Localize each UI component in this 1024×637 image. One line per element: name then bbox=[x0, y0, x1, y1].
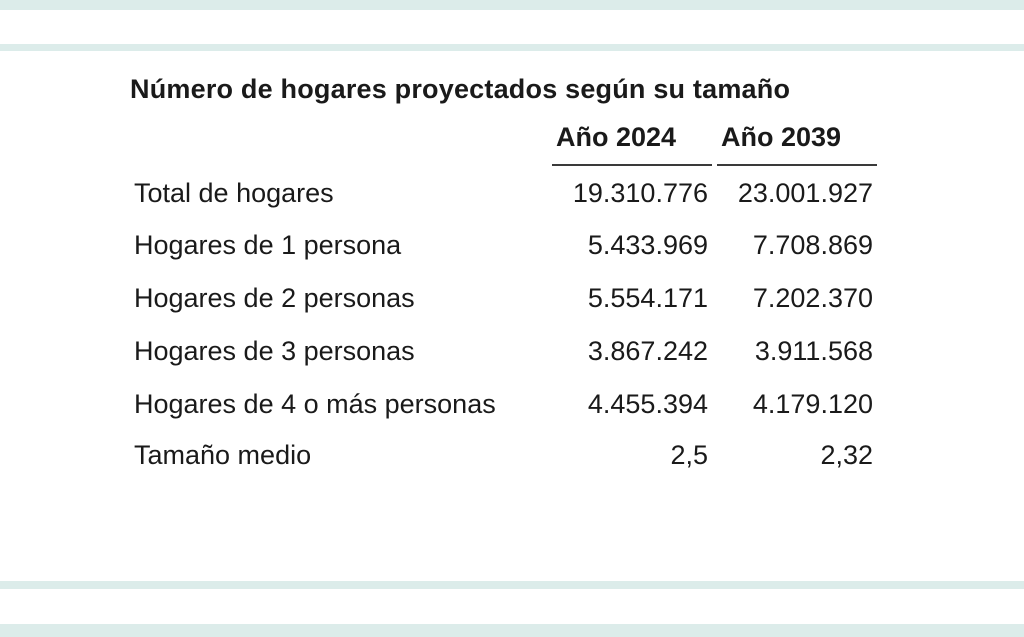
row-label: Hogares de 4 o más personas bbox=[134, 389, 496, 419]
value-2039: 7.202.370 bbox=[752, 283, 873, 313]
table-row: Hogares de 4 o más personas 4.455.394 4.… bbox=[0, 389, 1024, 429]
bottom-band bbox=[0, 624, 1024, 637]
table-row: Hogares de 3 personas 3.867.242 3.911.56… bbox=[0, 336, 1024, 376]
value-2024: 5.433.969 bbox=[587, 230, 708, 260]
top-band bbox=[0, 0, 1024, 10]
table-row: Tamaño medio 2,5 2,32 bbox=[0, 440, 1024, 480]
value-2039: 3.911.568 bbox=[754, 336, 873, 366]
header-divider-band bbox=[0, 44, 1024, 51]
value-2039: 23.001.927 bbox=[737, 178, 873, 208]
value-2024: 4.455.394 bbox=[587, 389, 708, 419]
table-title: Número de hogares proyectados según su t… bbox=[130, 74, 791, 104]
row-label: Hogares de 3 personas bbox=[134, 336, 415, 366]
table-row: Hogares de 1 persona 5.433.969 7.708.869 bbox=[0, 230, 1024, 270]
row-label: Hogares de 1 persona bbox=[134, 230, 402, 260]
row-label: Hogares de 2 personas bbox=[134, 283, 415, 313]
column-header-2024: Año 2024 bbox=[552, 122, 712, 166]
value-2024: 3.867.242 bbox=[587, 336, 708, 366]
value-2024: 5.554.171 bbox=[587, 283, 708, 313]
footer-divider-band bbox=[0, 581, 1024, 589]
column-header-2039: Año 2039 bbox=[717, 122, 877, 166]
table-row: Hogares de 2 personas 5.554.171 7.202.37… bbox=[0, 283, 1024, 323]
value-2024: 19.310.776 bbox=[572, 178, 708, 208]
value-2039: 7.708.869 bbox=[752, 230, 873, 260]
row-label: Tamaño medio bbox=[134, 440, 312, 470]
table-row: Total de hogares 19.310.776 23.001.927 bbox=[0, 178, 1024, 218]
value-2024: 2,5 bbox=[670, 440, 708, 470]
value-2039: 2,32 bbox=[820, 440, 873, 470]
row-label: Total de hogares bbox=[134, 178, 334, 208]
value-2039: 4.179.120 bbox=[752, 389, 873, 419]
